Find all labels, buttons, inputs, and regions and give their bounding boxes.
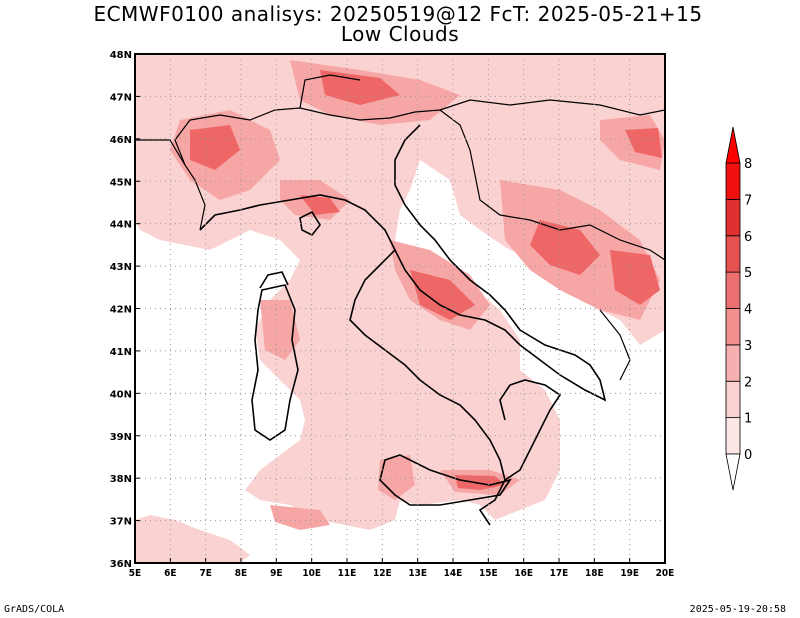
colorbar-segment (725, 344, 741, 382)
lon-tick-label: 11E (338, 568, 357, 579)
longitude-axis: 5E 6E 7E 8E 9E 10E 11E 12E 13E 14E 15E 16E 17E 18E 19E… (129, 558, 675, 579)
lat-tick-label: 48N (110, 50, 132, 61)
colorbar-arrow-bottom (725, 453, 741, 491)
lat-tick-label: 38N (110, 474, 132, 485)
coastline (199, 124, 607, 526)
lat-tick-label: 47N (110, 92, 132, 103)
colorbar-segment (725, 271, 741, 309)
lon-tick-label: 9E (270, 568, 282, 579)
lon-tick-label: 5E (129, 568, 141, 579)
lat-tick-label: 42N (110, 305, 132, 316)
colorbar-label: 6 (744, 230, 752, 245)
lon-tick-label: 7E (199, 568, 211, 579)
colorbar-arrow-top (725, 126, 741, 164)
colorbar-label: 1 (744, 412, 752, 427)
colorbar-segment (725, 308, 741, 346)
colorbar-segment (725, 380, 741, 419)
country-borders (135, 74, 665, 381)
lat-tick-label: 36N (110, 559, 132, 570)
colorbar-segment (725, 417, 741, 455)
lat-tick-label: 40N (110, 389, 132, 400)
lon-tick-label: 8E (235, 568, 247, 579)
lon-tick-label: 20E (656, 568, 675, 579)
lat-tick-label: 41N (110, 347, 132, 358)
latitude-axis: 36N 37N 38N 39N 40N 41N 42N 43N 44N 45N 46N 47N 48N (110, 50, 140, 570)
lon-tick-label: 19E (620, 568, 639, 579)
colorbar-segment (725, 235, 741, 273)
lat-tick-label: 39N (110, 432, 132, 443)
colorbar-label: 3 (744, 339, 752, 354)
lat-tick-label: 37N (110, 517, 132, 528)
lon-tick-label: 17E (550, 568, 569, 579)
colorbar-segment (725, 162, 741, 200)
lon-tick-label: 13E (408, 568, 427, 579)
colorbar: 0 1 2 3 4 5 6 7 8 (725, 126, 752, 491)
lon-tick-label: 6E (164, 568, 176, 579)
footer-timestamp: 2025-05-19-20:58 (689, 604, 786, 615)
map-title: ECMWF0100 analisys: 20250519@12 FcT: 202… (93, 2, 703, 26)
colorbar-label: 7 (744, 193, 752, 208)
lat-tick-label: 46N (110, 135, 132, 146)
low-cloud-field (135, 54, 665, 563)
lon-tick-label: 14E (444, 568, 463, 579)
colorbar-label: 8 (744, 157, 752, 172)
lon-tick-label: 18E (585, 568, 604, 579)
lat-tick-label: 44N (110, 220, 132, 231)
lon-tick-label: 16E (514, 568, 533, 579)
plot-area (135, 54, 665, 563)
lon-tick-label: 10E (302, 568, 321, 579)
map-subtitle: Low Clouds (340, 22, 460, 46)
lat-tick-label: 45N (110, 177, 132, 188)
lon-tick-label: 15E (479, 568, 498, 579)
colorbar-label: 0 (744, 448, 752, 463)
colorbar-label: 2 (744, 375, 752, 390)
lat-tick-label: 43N (110, 262, 132, 273)
colorbar-segment (725, 198, 741, 237)
colorbar-label: 4 (744, 303, 752, 318)
colorbar-label: 5 (744, 266, 752, 281)
grid-lines (135, 54, 665, 563)
footer-left: GrADS/COLA (4, 604, 65, 615)
lon-tick-label: 12E (373, 568, 392, 579)
